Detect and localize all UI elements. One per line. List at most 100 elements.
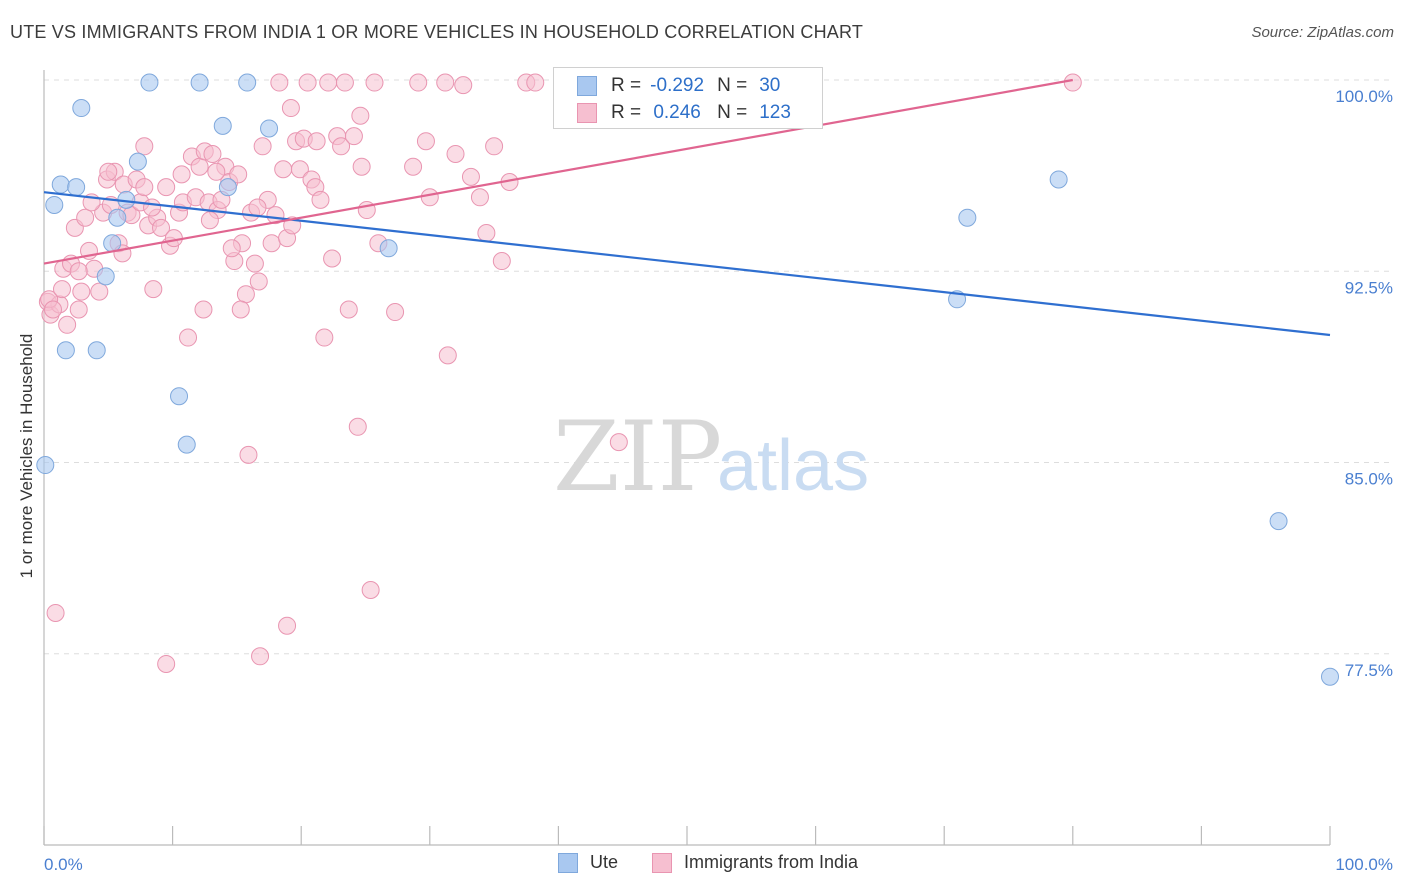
india-point xyxy=(436,73,455,92)
legend-ute-swatch xyxy=(558,852,578,873)
ute-point xyxy=(72,99,91,118)
india-point xyxy=(461,167,480,186)
india-point xyxy=(311,190,330,209)
ute-point xyxy=(218,178,237,197)
india-point xyxy=(229,165,248,184)
watermark-zip: ZIP xyxy=(553,401,722,513)
india-point xyxy=(222,239,241,258)
india-point xyxy=(438,346,457,365)
legend-row-india: R = 0.246 N = 123 xyxy=(554,99,791,127)
ute-point xyxy=(96,267,115,286)
ute-n-value: 30 xyxy=(759,75,781,96)
ute-trend-line xyxy=(43,191,1331,337)
ute-point xyxy=(56,341,75,360)
india-trend-line xyxy=(43,78,1073,265)
ute-r-value: -0.292 xyxy=(650,75,705,96)
india-point xyxy=(157,654,176,673)
india-point xyxy=(90,282,109,301)
india-point xyxy=(348,417,367,436)
india-point xyxy=(526,73,545,92)
ute-point xyxy=(213,116,232,135)
trend-lines xyxy=(43,78,1331,337)
source-note: Source: ZipAtlas.com xyxy=(1251,24,1394,41)
india-point xyxy=(386,303,405,322)
india-point xyxy=(281,99,300,118)
watermark-atlas: atlas xyxy=(717,426,869,506)
india-point xyxy=(253,137,272,156)
legend-item-india: Immigrants from India xyxy=(652,852,858,873)
india-point xyxy=(339,300,358,319)
india-point xyxy=(454,76,473,95)
india-point xyxy=(143,198,162,217)
y-axis-ticks: 77.5% 85.0% 92.5% 100.0% xyxy=(1335,87,1393,680)
legend-india-label: Immigrants from India xyxy=(684,852,859,872)
india-point xyxy=(344,127,363,146)
india-point xyxy=(164,229,183,248)
ute-point xyxy=(87,341,106,360)
ute-r-label: R = xyxy=(611,75,642,96)
series-legend: Ute Immigrants from India xyxy=(0,852,1406,878)
india-point xyxy=(135,137,154,156)
ute-point xyxy=(177,435,196,454)
india-point xyxy=(1063,73,1082,92)
india-point xyxy=(190,157,209,176)
y-tick-label: 100.0% xyxy=(1335,87,1393,106)
india-point xyxy=(236,285,255,304)
legend-item-ute: Ute xyxy=(558,852,618,873)
india-point xyxy=(307,132,326,151)
ute-n-label: N = xyxy=(717,75,748,96)
india-point xyxy=(352,157,371,176)
india-point xyxy=(203,144,222,163)
india-point xyxy=(135,178,154,197)
india-point xyxy=(194,300,213,319)
grid-lines xyxy=(44,79,1393,655)
legend-india-swatch xyxy=(652,852,672,873)
india-point xyxy=(200,211,219,230)
y-tick-label: 85.0% xyxy=(1345,470,1393,489)
india-point xyxy=(290,160,309,179)
y-tick-label: 77.5% xyxy=(1345,661,1393,680)
ute-point xyxy=(958,208,977,227)
india-point xyxy=(278,616,297,635)
x-tick-label-min: 0.0% xyxy=(44,855,83,874)
ute-point xyxy=(379,239,398,258)
india-point xyxy=(319,73,338,92)
india-point xyxy=(485,137,504,156)
india-point xyxy=(58,315,77,334)
india-point xyxy=(270,73,289,92)
india-point xyxy=(446,144,465,163)
ute-point xyxy=(170,387,189,406)
x-axis-ticks xyxy=(43,826,1331,845)
india-point xyxy=(365,73,384,92)
india-point xyxy=(351,106,370,125)
india-point xyxy=(144,280,163,299)
x-tick-label-max: 100.0% xyxy=(1335,855,1393,874)
india-point xyxy=(46,603,65,622)
india-point xyxy=(157,178,176,197)
watermark: ZIP atlas xyxy=(553,401,869,513)
india-point xyxy=(99,162,118,181)
india-point xyxy=(315,328,334,347)
ute-point xyxy=(1321,667,1339,686)
ute-point xyxy=(36,456,55,475)
y-tick-label: 92.5% xyxy=(1345,278,1393,297)
india-point xyxy=(72,282,91,301)
india-point xyxy=(323,249,342,268)
ute-point xyxy=(51,175,70,194)
ute-point xyxy=(67,178,86,197)
india-point xyxy=(409,73,428,92)
ute-swatch xyxy=(577,76,597,96)
india-point xyxy=(420,188,439,207)
ute-point xyxy=(1269,512,1288,531)
india-point xyxy=(251,647,270,666)
india-point xyxy=(207,162,226,181)
india-point xyxy=(274,160,293,179)
india-r-value: 0.246 xyxy=(653,102,701,123)
ute-point xyxy=(103,234,122,253)
india-point xyxy=(262,234,281,253)
ute-point xyxy=(108,208,127,227)
ute-point xyxy=(238,73,257,92)
india-point xyxy=(609,433,628,452)
india-point xyxy=(76,208,95,227)
